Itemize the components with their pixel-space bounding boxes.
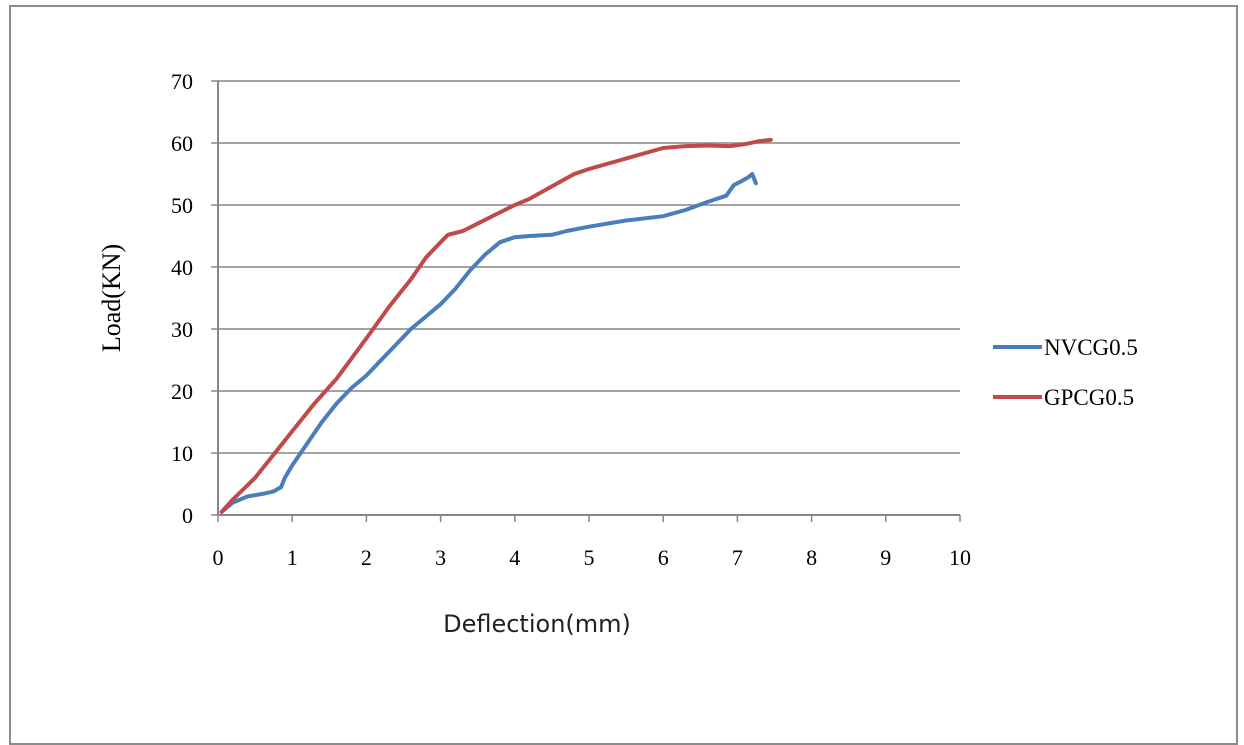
- x-tick-label: 0: [213, 545, 224, 570]
- x-tick-label: 7: [732, 545, 743, 570]
- x-ticks: 0 1 2 3 4 5 6 7 8 9 10: [213, 515, 971, 570]
- x-tick-label: 8: [806, 545, 817, 570]
- chart-frame: [9, 5, 1238, 745]
- y-tick-label: 70: [171, 69, 193, 94]
- y-tick-label: 10: [171, 441, 193, 466]
- series-line-nvcg0-5: [219, 172, 758, 514]
- grid-lines: [218, 80, 960, 454]
- x-tick-label: 5: [584, 545, 595, 570]
- y-tick-label: 0: [182, 503, 193, 528]
- series-lines: [219, 137, 773, 514]
- x-tick-label: 4: [509, 545, 520, 570]
- y-axis-label: Load(KN): [97, 244, 126, 352]
- x-tick-label: 1: [287, 545, 298, 570]
- legend: NVCG0.5 GPCG0.5: [993, 335, 1138, 410]
- x-axis-label: Deflection(mm): [443, 610, 631, 638]
- x-tick-label: 9: [880, 545, 891, 570]
- series-line-gpcg0-5: [219, 137, 773, 514]
- axes: [217, 81, 960, 516]
- legend-label-gpcg: GPCG0.5: [1044, 385, 1134, 410]
- x-tick-label: 2: [361, 545, 372, 570]
- y-tick-label: 20: [171, 379, 193, 404]
- y-tick-label: 50: [171, 193, 193, 218]
- x-tick-label: 3: [435, 545, 446, 570]
- y-tick-label: 60: [171, 131, 193, 156]
- y-tick-label: 30: [171, 317, 193, 342]
- x-tick-label: 6: [658, 545, 669, 570]
- x-tick-label: 10: [949, 545, 971, 570]
- y-ticks: 0 10 20 30 40 50 60 70: [171, 69, 218, 528]
- legend-label-nvcg: NVCG0.5: [1044, 335, 1138, 360]
- y-tick-label: 40: [171, 255, 193, 280]
